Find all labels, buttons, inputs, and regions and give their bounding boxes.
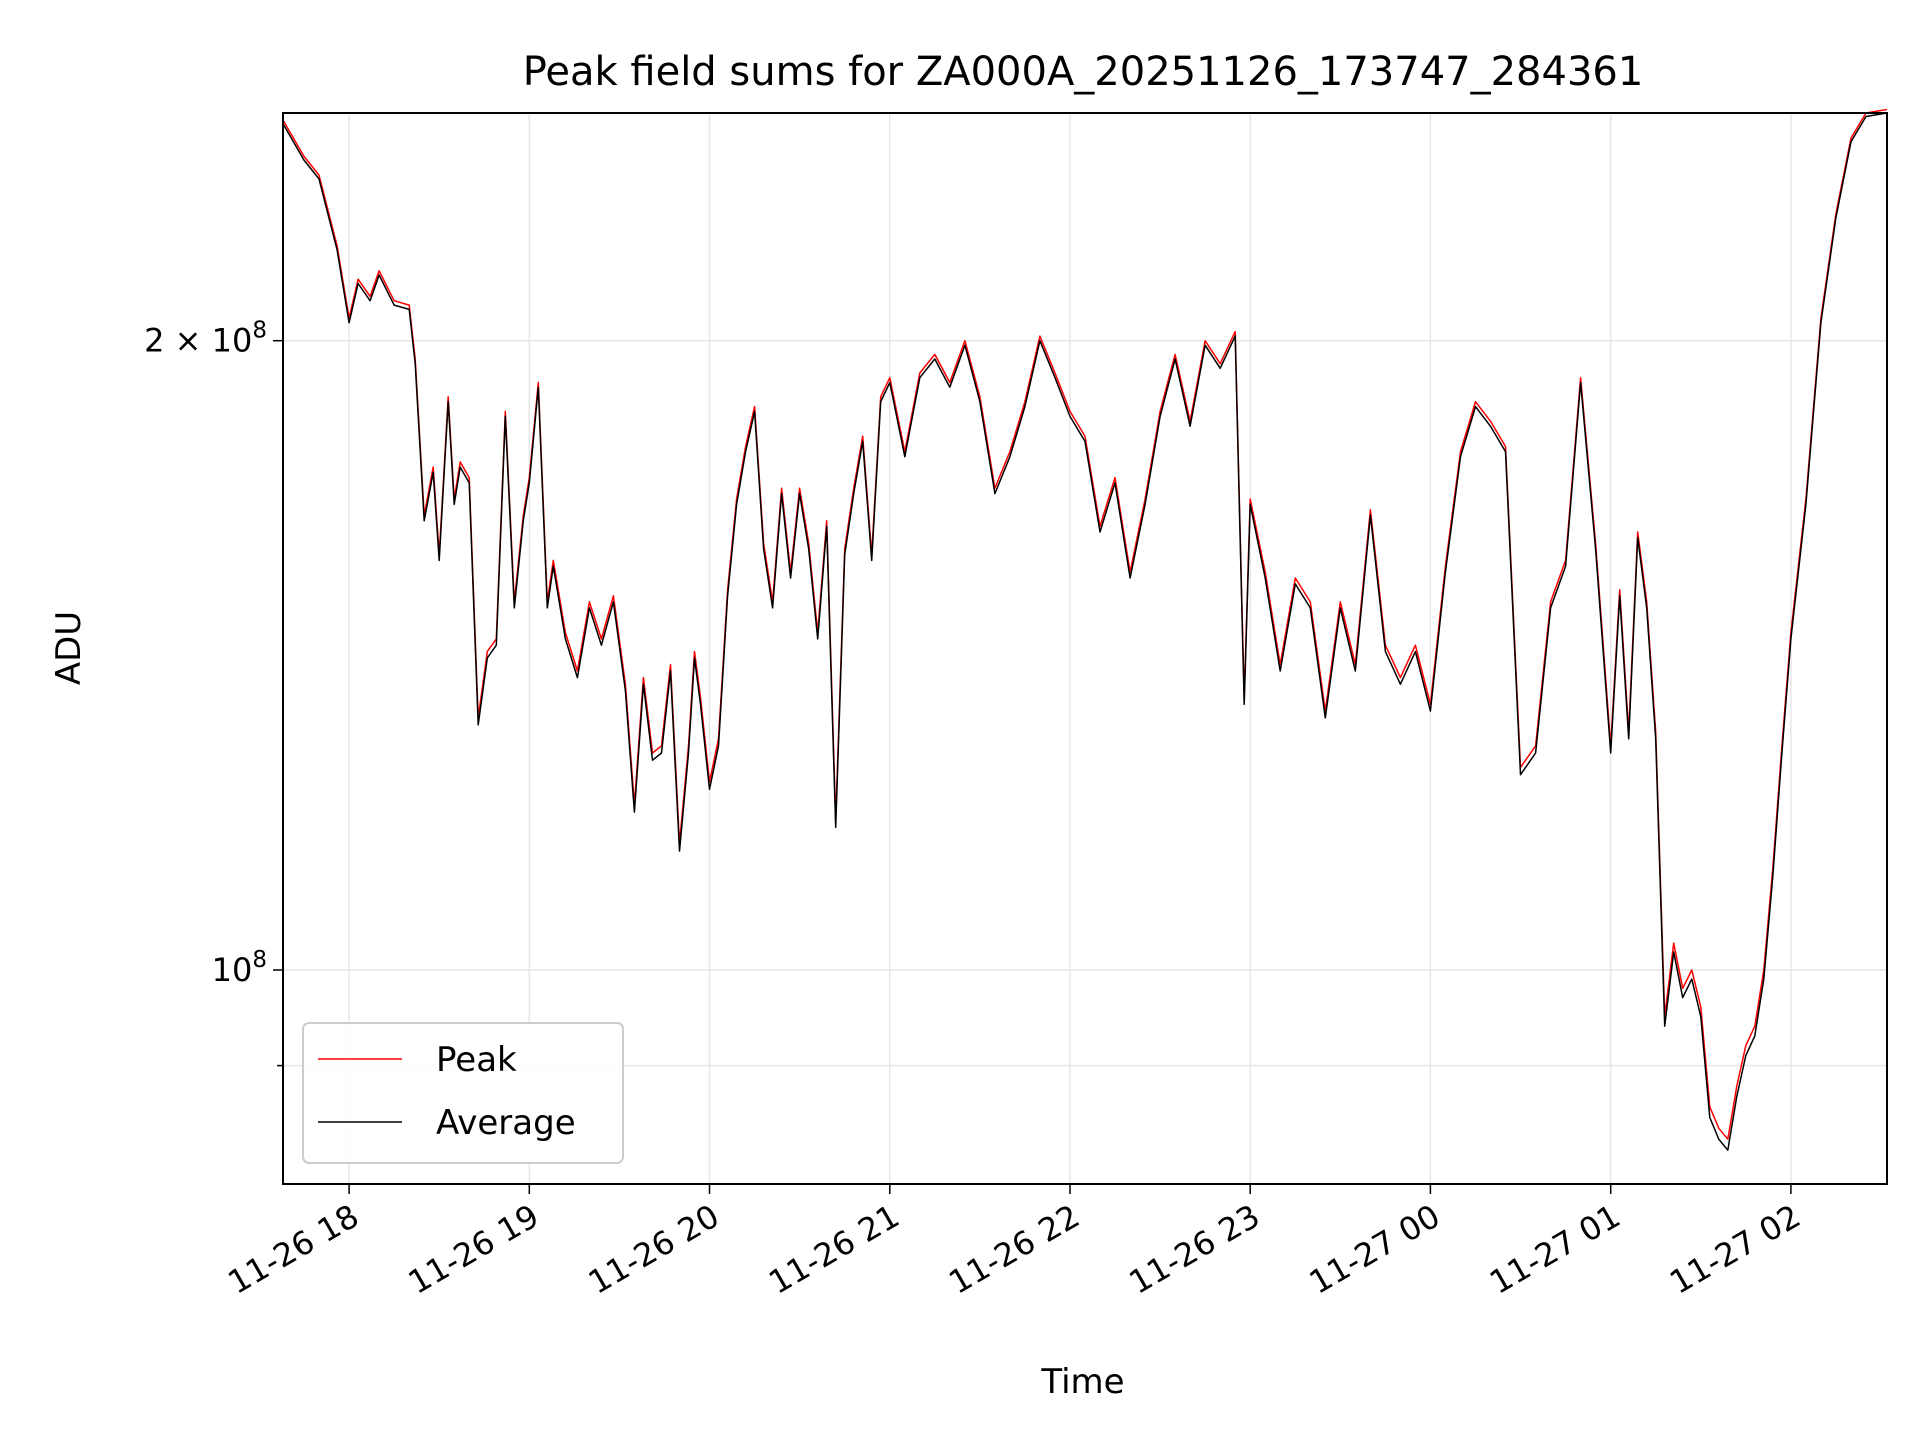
plot-area <box>282 108 1888 1151</box>
legend-label-average: Average <box>436 1103 576 1143</box>
x-axis-label: Time <box>1040 1362 1124 1402</box>
legend: Peak Average <box>302 1022 624 1164</box>
series-line-average <box>282 112 1888 1151</box>
axes-frame <box>282 112 1888 1185</box>
y-axis-label: ADU <box>49 611 89 685</box>
y-axis: 108 2 × 108 <box>144 318 283 1067</box>
y-tick-label: 2 × 108 <box>144 318 267 360</box>
chart-title: Peak field sums for ZA000A_20251126_1737… <box>523 49 1644 95</box>
legend-box <box>302 1022 624 1164</box>
y-tick-label: 108 <box>212 947 267 989</box>
series-line-peak <box>282 108 1888 1140</box>
legend-label-peak: Peak <box>436 1040 517 1080</box>
